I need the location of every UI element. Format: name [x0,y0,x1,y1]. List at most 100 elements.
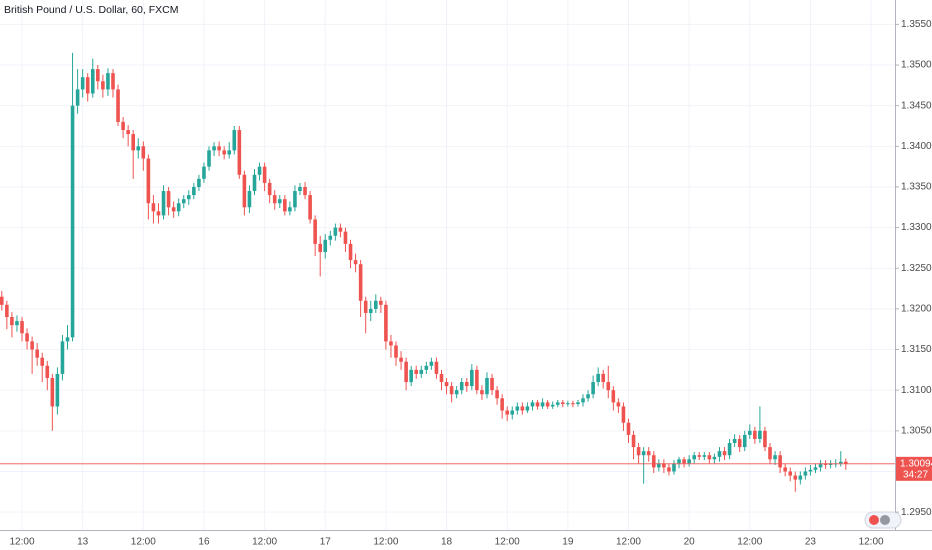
candle-body [348,243,353,261]
y-tick-label: 1.35000 [901,60,932,71]
candle-body [763,430,767,448]
candle-body [379,300,383,305]
candle-body [60,341,65,374]
countdown: 34:27 [903,469,928,480]
candle-body [363,300,368,313]
candle-body [283,199,287,212]
candle-body [636,447,641,456]
candle-body [768,447,772,460]
candle-body [303,186,307,196]
candle-body [732,438,737,444]
candle-body [702,455,707,457]
candle-body [470,369,474,387]
x-tick-label: 12:00 [859,537,884,548]
candle-body [424,365,429,370]
x-tick-label: 12:00 [373,537,398,548]
candle-body [520,406,525,411]
candle-body [151,203,156,212]
logo-dot [880,515,890,525]
y-tick-label: 1.33000 [901,222,932,233]
candle-body [65,337,70,342]
y-tick-label: 1.30500 [901,425,932,436]
candle-body [298,186,302,192]
candle-body [429,361,434,366]
candle-body [753,430,757,439]
candle-body [217,146,221,151]
candle-body [778,455,782,468]
candle-body [232,130,237,151]
candle-body [20,321,24,334]
chart-title: British Pound / U.S. Dollar, 60, FXCM [4,4,178,16]
candle-body [535,402,540,407]
x-tick-label: 19 [562,537,574,548]
logo [864,511,902,529]
candle-body [657,463,661,468]
candle-body [490,377,494,391]
candle-body [399,357,403,362]
candle-body [45,365,50,378]
candle-body [358,264,363,301]
candle-body [611,390,616,403]
candle-body [682,459,686,464]
candle-body [277,199,282,204]
candle-body [171,207,176,212]
candle-body [414,369,419,374]
x-tick-label: 13 [77,537,89,548]
candle-body [181,199,186,204]
candle-body [242,174,247,208]
candle-body [116,89,120,122]
candle-body [96,69,100,82]
candle-body [373,300,378,309]
candle-body [838,461,843,464]
candle-body [707,455,712,460]
candle-body [596,373,600,383]
candle-body [525,406,530,411]
candle-body [389,341,393,346]
candle-body [692,455,696,460]
y-tick-label: 1.33500 [901,182,932,193]
candle-body [576,402,580,405]
candle-body [793,475,798,480]
candle-body [237,130,242,175]
candle-body [176,203,181,212]
candle-body [35,349,39,358]
candle-body [697,455,702,457]
candle-body [10,317,14,326]
candle-body [50,377,55,407]
candle-body [798,475,803,480]
candle-body [333,227,338,236]
candle-body [788,471,793,476]
candle-body [222,150,226,155]
candle-body [197,178,201,187]
candle-body [293,191,297,208]
candle-body [308,195,312,220]
candle-body [247,191,252,208]
candle-body [717,451,722,457]
candle-body [485,377,489,395]
candle-body [601,373,606,383]
candle-body [505,410,509,415]
y-tick-label: 1.34000 [901,141,932,152]
x-tick-label: 16 [198,537,210,548]
candle-body [5,304,9,318]
candle-body [338,227,343,232]
candle-body [813,467,818,470]
candle-body [252,174,257,192]
candle-body [712,456,717,460]
x-tick-label: 18 [441,537,453,548]
candle-body [449,386,454,395]
candle-body [75,89,80,106]
candle-body [560,402,565,405]
candle-body [207,150,211,167]
candle-body [212,146,216,151]
x-tick-label: 23 [805,537,817,548]
candle-body [844,461,848,464]
candle-body [737,438,742,448]
candle-body [227,150,232,155]
price-label: 1.30094 [900,458,932,469]
x-tick-label: 12:00 [616,537,641,548]
candle-body [742,434,747,448]
candle-body [515,406,520,411]
